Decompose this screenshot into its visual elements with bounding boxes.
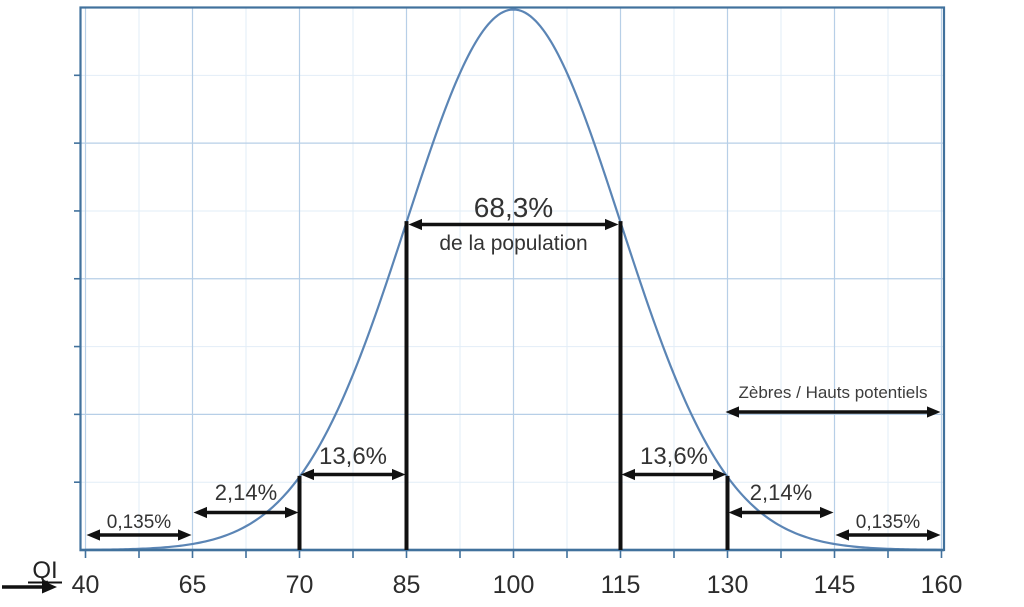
x-tick-label: 100: [493, 571, 535, 599]
arrow-segment-0-head-left: [86, 529, 100, 541]
label-segment-2: 13,6%: [319, 443, 387, 470]
label-segment-3: 13,6%: [640, 443, 708, 470]
arrow-zebres: [725, 406, 941, 418]
arrow-segment-4-head-left: [728, 506, 742, 519]
arrow-segment-2-head-right: [392, 468, 406, 481]
label-segment-1: 2,14%: [215, 480, 277, 505]
x-tick-label: 65: [179, 571, 207, 599]
x-tick-label: 70: [286, 571, 314, 599]
arrow-segment-3: [621, 468, 727, 481]
arrow-segment-5-head-right: [927, 529, 941, 541]
x-tick-label: 40: [72, 571, 100, 599]
x-tick-label: 130: [707, 571, 749, 599]
arrow-segment-0-head-right: [178, 529, 192, 541]
gridlines-major: [80, 7, 944, 550]
label-68-3: 68,3%: [474, 192, 553, 223]
arrow-segment-1: [193, 506, 299, 519]
sigma-marker-lines: [297, 221, 730, 550]
arrow-segment-1-head-right: [285, 506, 299, 519]
arrow-segment-2: [300, 468, 406, 481]
arrow-segment-5-head-left: [835, 529, 849, 541]
x-axis-title-group: QI: [2, 557, 62, 594]
arrow-segment-1-head-left: [193, 506, 207, 519]
x-tick-label: 115: [601, 571, 641, 599]
arrow-segment-3-head-left: [621, 468, 635, 481]
arrow-zebres-head-left: [725, 406, 739, 418]
arrow-68-3: [408, 218, 619, 231]
arrow-68-3-head-right: [605, 218, 619, 231]
arrow-zebres-head-right: [927, 406, 941, 418]
arrow-68-3-head-left: [408, 218, 422, 231]
x-tick-label: 160: [921, 571, 963, 599]
x-axis-direction-arrow: [2, 580, 57, 594]
label-segment-5: 0,135%: [856, 512, 921, 533]
label-population: de la population: [439, 232, 587, 255]
bell-curve: [85, 8, 941, 551]
arrow-segment-3-head-right: [713, 468, 727, 481]
label-zebres: Zèbres / Hauts potentiels: [739, 383, 928, 402]
arrow-segment-4-head-right: [820, 506, 834, 519]
arrow-segment-5: [835, 529, 941, 541]
x-tick-label: 145: [814, 571, 856, 599]
arrow-segment-0: [86, 529, 192, 541]
x-tick-label: 85: [393, 571, 421, 599]
label-segment-0: 0,135%: [107, 512, 172, 533]
arrow-segment-4: [728, 506, 834, 519]
x-axis-labels: 40 65 70 85 100 115 130 145 160: [72, 571, 963, 599]
arrow-segment-2-head-left: [300, 468, 314, 481]
annotations: 68,3% de la population 0,135% 2,14% 13,6% 13,…: [86, 192, 941, 541]
label-segment-4: 2,14%: [750, 480, 812, 505]
x-axis-title: QI: [32, 557, 57, 584]
